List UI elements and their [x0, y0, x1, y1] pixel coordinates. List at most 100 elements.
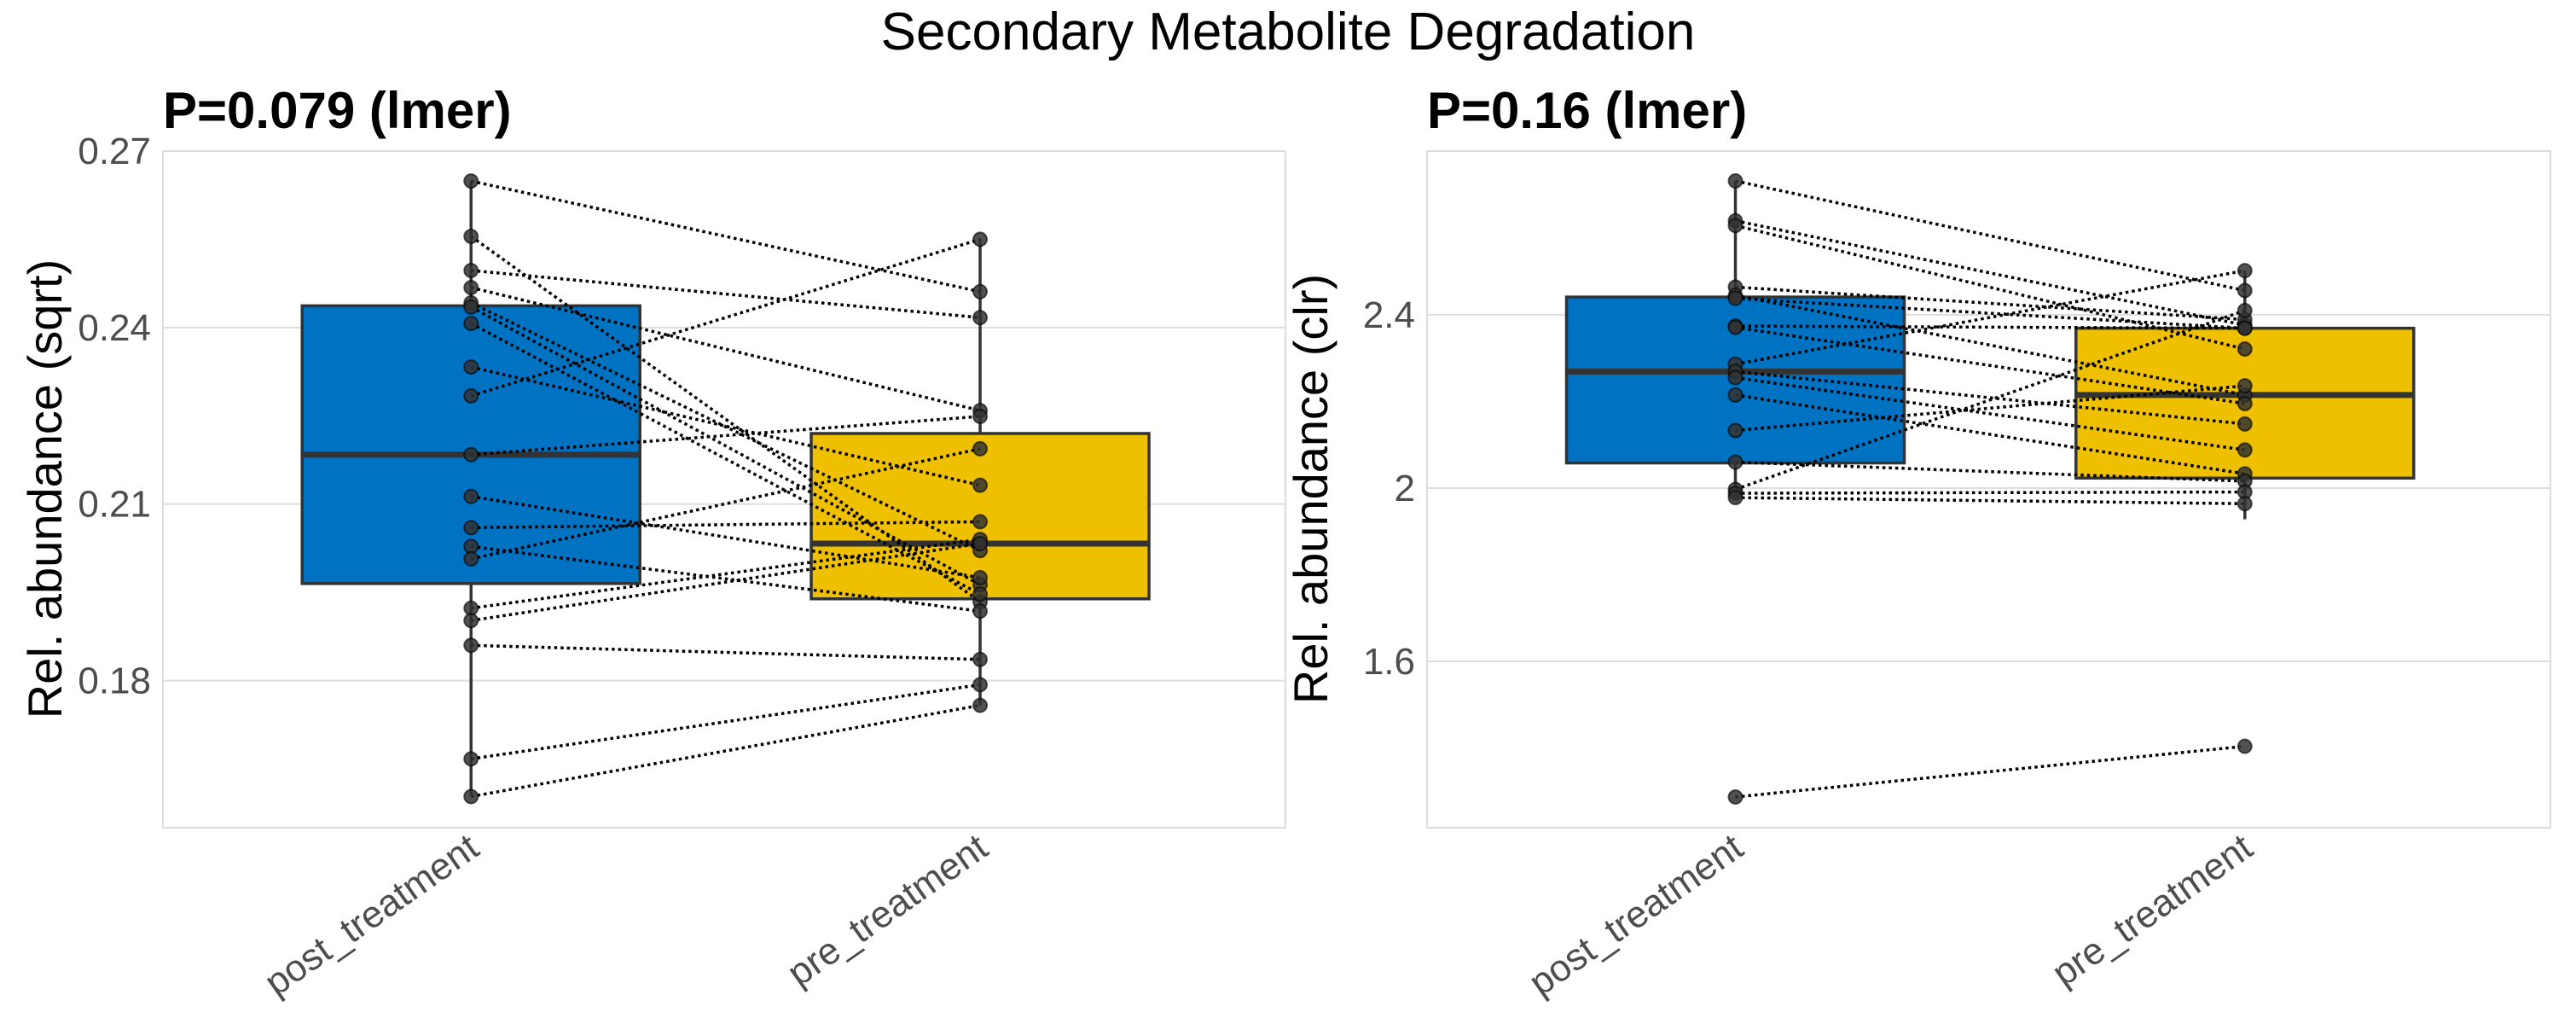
paired-line — [470, 286, 981, 412]
paired-line — [1735, 324, 2245, 330]
data-point — [972, 586, 989, 602]
paired-lines — [1734, 179, 2246, 799]
data-point — [463, 316, 479, 332]
data-point — [972, 697, 989, 713]
paired-line — [470, 683, 981, 761]
box-post_treatment — [300, 304, 641, 585]
paired-line — [1735, 325, 2246, 405]
y-tick-label: 2 — [1395, 468, 1415, 509]
data-point — [1727, 218, 1743, 234]
data-point — [1727, 788, 1743, 805]
paired-line — [1735, 375, 2246, 452]
data-point — [972, 231, 989, 247]
data-point — [463, 520, 479, 536]
data-point — [1727, 454, 1743, 470]
paired-lines — [470, 179, 982, 799]
data-point — [463, 299, 479, 315]
data-point — [972, 603, 989, 620]
paired-line — [1735, 285, 2245, 322]
data-point — [2237, 282, 2253, 299]
data-point — [972, 569, 989, 585]
panel-border — [162, 150, 1286, 829]
panel-border — [1426, 150, 2551, 829]
panel-title: P=0.079 (lmer) — [163, 82, 512, 139]
data-point — [2237, 320, 2253, 336]
data-point — [463, 613, 479, 629]
data-point — [463, 228, 479, 244]
paired-line — [470, 365, 981, 487]
data-point — [463, 488, 479, 504]
paired-line — [1735, 744, 2245, 799]
data-point — [972, 651, 989, 667]
data-point — [972, 310, 989, 326]
paired-line — [1735, 393, 2246, 475]
data-point — [972, 408, 989, 424]
data-point — [463, 279, 479, 295]
paired-line — [1735, 460, 2245, 483]
paired-line — [470, 703, 981, 799]
figure-title: Secondary Metabolite Degradation — [881, 3, 1696, 61]
data-point — [972, 535, 989, 551]
data-point — [463, 359, 479, 375]
y-tick-label: 0.24 — [78, 307, 151, 349]
y-tick-label: 0.18 — [78, 660, 151, 702]
data-point — [2237, 416, 2253, 432]
y-axis-title: Rel. abundance (clr) — [1284, 274, 1337, 704]
y-ticks: 0.18 0.21 0.24 0.27 — [78, 131, 151, 702]
data-point — [2237, 738, 2253, 754]
data-point — [463, 788, 479, 805]
data-points — [1727, 173, 2253, 805]
paired-line — [1735, 296, 2245, 330]
data-points — [463, 173, 989, 805]
data-point — [1727, 387, 1743, 403]
data-point — [2237, 442, 2253, 458]
y-tick-label: 0.27 — [78, 131, 151, 172]
data-point — [463, 387, 479, 404]
data-point — [2237, 263, 2253, 279]
data-point — [1727, 422, 1743, 439]
data-point — [1727, 173, 1743, 189]
data-point — [972, 677, 989, 693]
paired-line — [1735, 369, 2245, 426]
panel-title: P=0.16 (lmer) — [1427, 82, 1747, 139]
data-point — [972, 440, 989, 457]
data-point — [972, 514, 989, 530]
data-point — [463, 446, 479, 463]
y-ticks: 1.6 2 2.4 — [1363, 294, 1415, 683]
data-point — [463, 173, 479, 189]
y-tick-label: 2.4 — [1363, 294, 1415, 336]
data-point — [1727, 490, 1743, 506]
paired-line — [471, 643, 981, 661]
paired-line — [470, 237, 981, 398]
data-point — [2237, 302, 2253, 318]
paired-line — [470, 301, 981, 552]
paired-line — [471, 269, 981, 319]
paired-line — [471, 538, 981, 610]
data-point — [972, 477, 989, 493]
data-point — [2237, 378, 2253, 394]
data-point — [2237, 496, 2253, 512]
paired-line — [470, 542, 981, 623]
data-point — [1727, 290, 1743, 306]
data-point — [463, 550, 479, 567]
data-point — [463, 262, 479, 278]
data-point — [463, 637, 479, 654]
data-point — [2237, 395, 2253, 411]
data-point — [972, 283, 989, 300]
y-axis-title: Rel. abundance (sqrt) — [18, 259, 72, 719]
paired-line — [1735, 384, 2245, 433]
paired-line — [470, 235, 982, 603]
y-tick-label: 1.6 — [1363, 641, 1415, 683]
paired-line — [470, 305, 981, 586]
paired-line — [471, 544, 981, 613]
paired-line — [1734, 309, 2246, 492]
paired-line — [1735, 490, 2245, 495]
data-point — [1727, 369, 1743, 386]
y-tick-label: 0.21 — [78, 484, 151, 526]
data-point — [2237, 341, 2253, 358]
paired-line — [1735, 496, 2245, 506]
paired-line — [470, 495, 981, 579]
paired-line — [471, 415, 981, 457]
data-point — [463, 751, 479, 767]
